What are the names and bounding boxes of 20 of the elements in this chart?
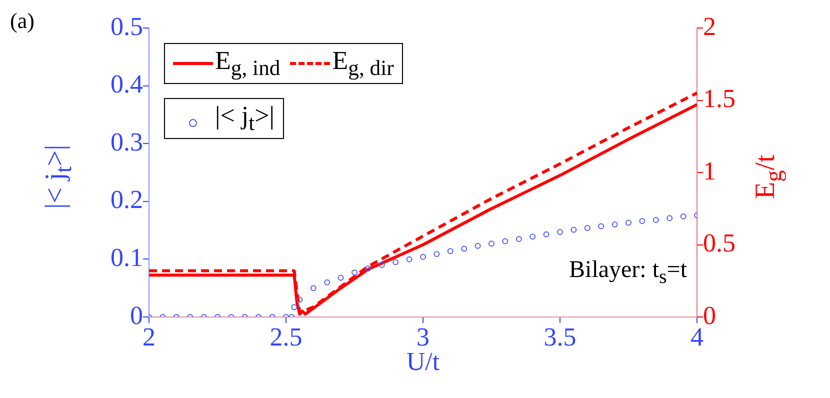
y2-tick-label: 1 <box>703 156 716 186</box>
annotation: Bilayer: t$_{s}$=t <box>569 257 687 289</box>
y-tick-label: 0.1 <box>110 243 143 272</box>
y-tick-label: 0.4 <box>110 70 143 99</box>
x-tick-label: 3.5 <box>544 322 576 352</box>
y-tick-label: 0.3 <box>110 127 143 156</box>
y2-tick-label: 0.5 <box>703 228 736 258</box>
y-tick-label: 0 <box>130 300 143 330</box>
y2-tick-label: 1.5 <box>703 84 736 114</box>
x-tick-label: 2.5 <box>270 322 302 352</box>
y2-tick-label: 0 <box>703 300 716 330</box>
chart-title: (a) <box>10 8 34 34</box>
x-tick-label: 4 <box>690 322 704 352</box>
y-tick-label: 0.5 <box>110 12 143 41</box>
y2-tick-label: 2 <box>703 12 716 41</box>
legend-label: |< j$_{t}$>| <box>215 101 274 136</box>
legend-label: E$_{g, ind}$ <box>215 46 280 82</box>
y-tick-label: 0.2 <box>110 185 143 214</box>
x-tick-label: 2 <box>142 322 156 352</box>
legend-label: E$_{g, dir}$ <box>332 46 394 82</box>
